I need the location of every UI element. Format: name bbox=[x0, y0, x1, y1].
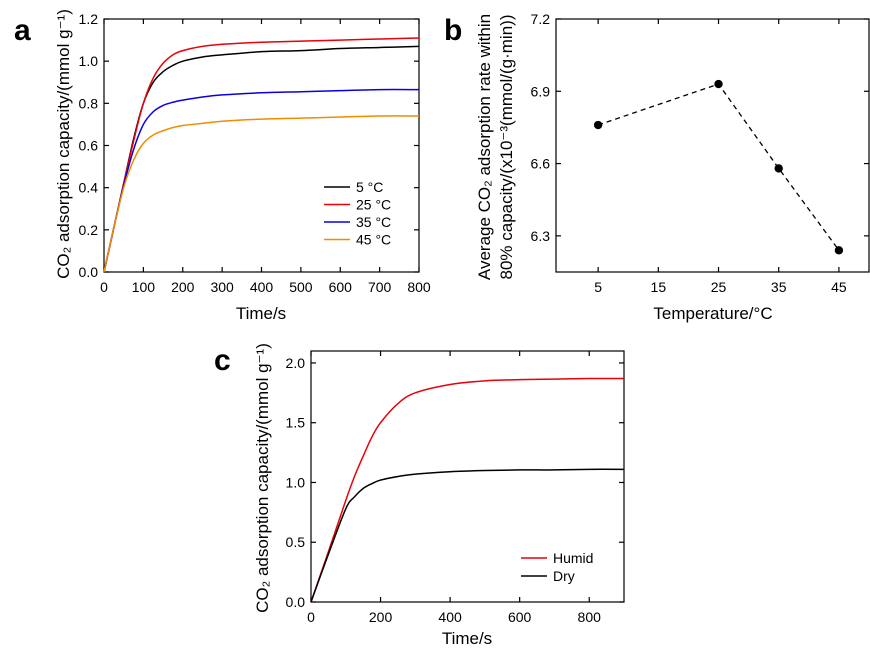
legend-label: 45 °C bbox=[356, 232, 391, 248]
panel-c-frame bbox=[310, 350, 625, 603]
y-tick-label: 0.0 bbox=[286, 594, 306, 610]
y-tick-label: 1.5 bbox=[286, 415, 306, 431]
panel-c: c 0 200 400 600 800 0.0 0.5 1.0 1.5 2.0 Humid Dry T… bbox=[214, 343, 625, 648]
panel-b-frame bbox=[555, 18, 870, 273]
x-tick-label: 700 bbox=[368, 279, 392, 295]
panel-b-plot: 5 15 25 35 45 6.3 6.6 6.9 7.2 bbox=[531, 11, 870, 295]
y-tick-label: 0.2 bbox=[79, 222, 99, 238]
panel-b-letter: b bbox=[444, 14, 462, 47]
panel-c-plot: 0 200 400 600 800 0.0 0.5 1.0 1.5 2.0 Humid Dry bbox=[286, 350, 625, 625]
legend-label: 35 °C bbox=[356, 214, 391, 230]
series-line-35c bbox=[103, 88, 420, 273]
panel-a: a 0 100 200 300 400 500 600 700 8000.00.20.40.60… bbox=[14, 9, 431, 323]
y-tick-label: 1.0 bbox=[286, 474, 306, 490]
x-tick-label: 100 bbox=[132, 279, 156, 295]
x-tick-label: 0 bbox=[307, 609, 315, 625]
legend-label: Dry bbox=[553, 568, 575, 584]
panel-a-ylabel: CO₂ adsorption capacity/(mmol g⁻¹) bbox=[54, 9, 73, 279]
data-point bbox=[834, 246, 844, 255]
x-tick-label: 400 bbox=[438, 609, 462, 625]
series-line-25c bbox=[103, 37, 420, 273]
y-tick-label: 7.2 bbox=[531, 11, 551, 27]
dashed-connector-line bbox=[597, 83, 840, 251]
x-tick-label: 200 bbox=[171, 279, 195, 295]
panel-b-xlabel: Temperature/°C bbox=[653, 304, 772, 323]
x-tick-label: 15 bbox=[651, 279, 667, 295]
x-tick-label: 25 bbox=[711, 279, 727, 295]
panel-c-ylabel: CO₂ adsorption capacity/(mmol g⁻¹) bbox=[253, 343, 272, 613]
x-tick-label: 45 bbox=[831, 279, 847, 295]
legend-label: 25 °C bbox=[356, 197, 391, 213]
y-tick-label: 0.6 bbox=[79, 138, 99, 154]
y-tick-label: 0.4 bbox=[79, 180, 99, 196]
panel-b: b 5 15 25 35 45 6.3 6.6 6.9 7.2 Temperature/°C A… bbox=[444, 11, 870, 323]
y-tick-label: 1.2 bbox=[79, 11, 99, 27]
x-tick-label: 800 bbox=[578, 609, 602, 625]
series-line-humid bbox=[310, 377, 625, 603]
data-point bbox=[774, 164, 783, 173]
x-tick-label: 35 bbox=[771, 279, 787, 295]
legend-label: 5 °C bbox=[356, 179, 383, 195]
x-tick-label: 500 bbox=[289, 279, 313, 295]
y-tick-label: 6.9 bbox=[531, 83, 551, 99]
panel-a-xlabel: Time/s bbox=[236, 304, 286, 323]
series-line-dry bbox=[310, 468, 625, 603]
y-tick-label: 2.0 bbox=[286, 355, 306, 371]
y-tick-label: 6.6 bbox=[531, 156, 551, 172]
x-tick-label: 600 bbox=[508, 609, 532, 625]
panel-c-xlabel: Time/s bbox=[442, 629, 492, 648]
x-tick-label: 5 bbox=[594, 279, 602, 295]
data-point bbox=[593, 120, 603, 130]
y-tick-label: 0.5 bbox=[286, 534, 306, 550]
y-tick-label: 1.0 bbox=[79, 53, 99, 69]
x-tick-label: 600 bbox=[329, 279, 353, 295]
series-line-45c bbox=[103, 115, 420, 273]
x-tick-label: 0 bbox=[100, 279, 108, 295]
panel-a-plot: 0 100 200 300 400 500 600 700 800 0.0 0.2 0.4 0.6 0.8… bbox=[79, 11, 431, 295]
panel-b-ylabel-line2: 80% capacity/(x10⁻³(mmol/(g·min)) bbox=[497, 15, 516, 280]
legend-label: Humid bbox=[553, 550, 593, 566]
x-tick-label: 300 bbox=[210, 279, 234, 295]
x-tick-label: 400 bbox=[250, 279, 274, 295]
panel-b-ylabel-line1: Average CO₂ adsorption rate within bbox=[475, 14, 494, 280]
y-tick-label: 0.8 bbox=[79, 95, 99, 111]
data-point bbox=[714, 79, 723, 89]
y-tick-label: 0.0 bbox=[79, 264, 99, 280]
panel-a-letter: a bbox=[14, 14, 31, 47]
y-tick-label: 6.3 bbox=[531, 228, 551, 244]
x-tick-label: 200 bbox=[369, 609, 393, 625]
x-tick-label: 800 bbox=[407, 279, 431, 295]
panel-c-letter: c bbox=[214, 344, 231, 377]
